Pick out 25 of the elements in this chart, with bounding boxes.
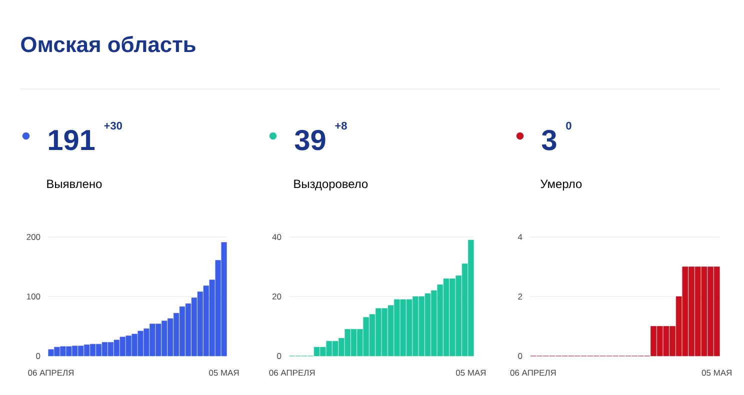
y-tick-label: 20 xyxy=(272,294,282,300)
text: +8 xyxy=(335,122,347,130)
text: Омская область xyxy=(21,36,196,52)
x-tick-label: 05 МАЯ xyxy=(209,370,239,376)
chart-subtitle: Выявлено xyxy=(47,180,102,188)
y-tick-label: 200 xyxy=(26,234,40,240)
chart-subtitle: Выздоровело xyxy=(294,180,368,190)
y-tick-label: 4 xyxy=(518,234,522,240)
text: 191 xyxy=(49,130,95,150)
y-tick-label: 0 xyxy=(277,353,282,359)
y-tick-label: 100 xyxy=(26,294,40,300)
text: 39 xyxy=(294,130,326,150)
x-tick-label: 05 МАЯ xyxy=(702,370,732,376)
x-tick-label: 06 АПРЕЛЯ xyxy=(28,370,74,376)
x-tick-label: 05 МАЯ xyxy=(456,370,486,376)
y-tick-label: 40 xyxy=(272,234,282,240)
x-tick-label: 06 АПРЕЛЯ xyxy=(269,370,315,376)
text: 3 xyxy=(542,130,556,150)
y-tick-label: 0 xyxy=(518,353,522,359)
x-tick-label: 06 АПРЕЛЯ xyxy=(510,370,556,376)
chart-subtitle: Умерло xyxy=(540,180,582,190)
y-tick-label: 0 xyxy=(36,353,40,359)
text: +30 xyxy=(104,122,122,130)
y-tick-label: 2 xyxy=(518,294,522,300)
text: 0 xyxy=(566,122,572,130)
